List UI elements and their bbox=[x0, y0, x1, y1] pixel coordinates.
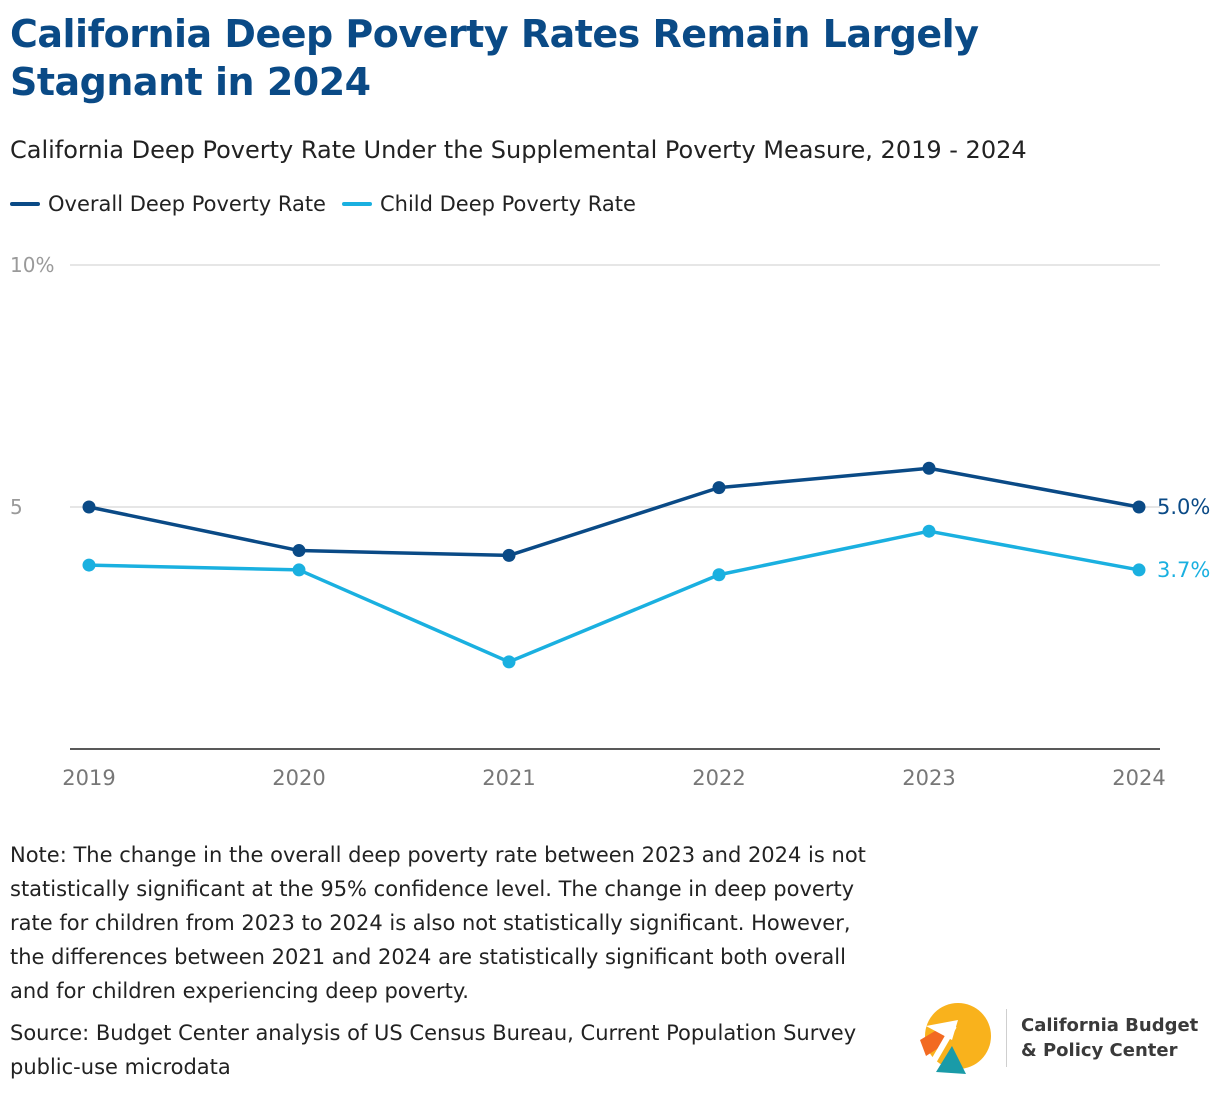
series-line-1 bbox=[88, 529, 1140, 664]
legend-item-overall: Overall Deep Poverty Rate bbox=[10, 192, 326, 216]
logo-divider bbox=[1006, 1009, 1007, 1067]
organization-logo: California Budget & Policy Center bbox=[918, 1000, 1198, 1076]
data-point-1-2023 bbox=[922, 524, 936, 538]
logo-line-2: & Policy Center bbox=[1021, 1040, 1178, 1061]
data-point-1-2024 bbox=[1132, 563, 1146, 577]
logo-line-1: California Budget bbox=[1021, 1015, 1199, 1036]
data-point-0-2023 bbox=[922, 461, 936, 475]
legend-swatch-child bbox=[341, 202, 372, 206]
data-point-0-2021 bbox=[502, 548, 516, 562]
data-point-1-2019 bbox=[82, 558, 96, 572]
chart-subtitle: California Deep Poverty Rate Under the S… bbox=[10, 136, 1027, 164]
x-tick-label-2022: 2022 bbox=[692, 766, 745, 790]
data-point-1-2022 bbox=[712, 568, 726, 582]
x-tick-label-2020: 2020 bbox=[272, 766, 325, 790]
logo-mark-icon bbox=[920, 1003, 991, 1074]
x-tick-label-2021: 2021 bbox=[482, 766, 535, 790]
chart-source: Source: Budget Center analysis of US Cen… bbox=[10, 1021, 857, 1079]
series-line-0 bbox=[88, 466, 1140, 558]
data-point-1-2020 bbox=[292, 563, 306, 577]
legend-label-child: Child Deep Poverty Rate bbox=[379, 192, 636, 216]
y-tick-label-1: 5 bbox=[10, 495, 23, 519]
data-point-0-2022 bbox=[712, 481, 726, 495]
x-tick-label-2024: 2024 bbox=[1112, 766, 1165, 790]
data-point-0-2024 bbox=[1132, 500, 1146, 514]
data-point-0-2020 bbox=[292, 544, 306, 558]
x-tick-label-2019: 2019 bbox=[62, 766, 115, 790]
data-point-1-2021 bbox=[502, 655, 516, 669]
legend-label-overall: Overall Deep Poverty Rate bbox=[48, 192, 326, 216]
chart-title: California Deep Poverty Rates Remain Lar… bbox=[10, 12, 979, 104]
legend-item-child: Child Deep Poverty Rate bbox=[341, 192, 636, 216]
legend: Overall Deep Poverty Rate Child Deep Pov… bbox=[10, 192, 636, 216]
x-tick-label-2023: 2023 bbox=[902, 766, 955, 790]
line-chart: 10% 5 2019 2020 2021 2022 2023 2024 5.0% 3.7% bbox=[10, 253, 1210, 790]
y-tick-label-0: 10% bbox=[10, 253, 54, 277]
chart-note: Note: The change in the overall deep pov… bbox=[10, 843, 866, 1003]
end-value-label-0: 5.0% bbox=[1157, 495, 1210, 519]
logo-text: California Budget & Policy Center bbox=[1021, 1013, 1198, 1063]
data-point-0-2019 bbox=[82, 500, 96, 514]
end-value-label-1: 3.7% bbox=[1157, 558, 1210, 582]
legend-swatch-overall bbox=[10, 202, 40, 206]
